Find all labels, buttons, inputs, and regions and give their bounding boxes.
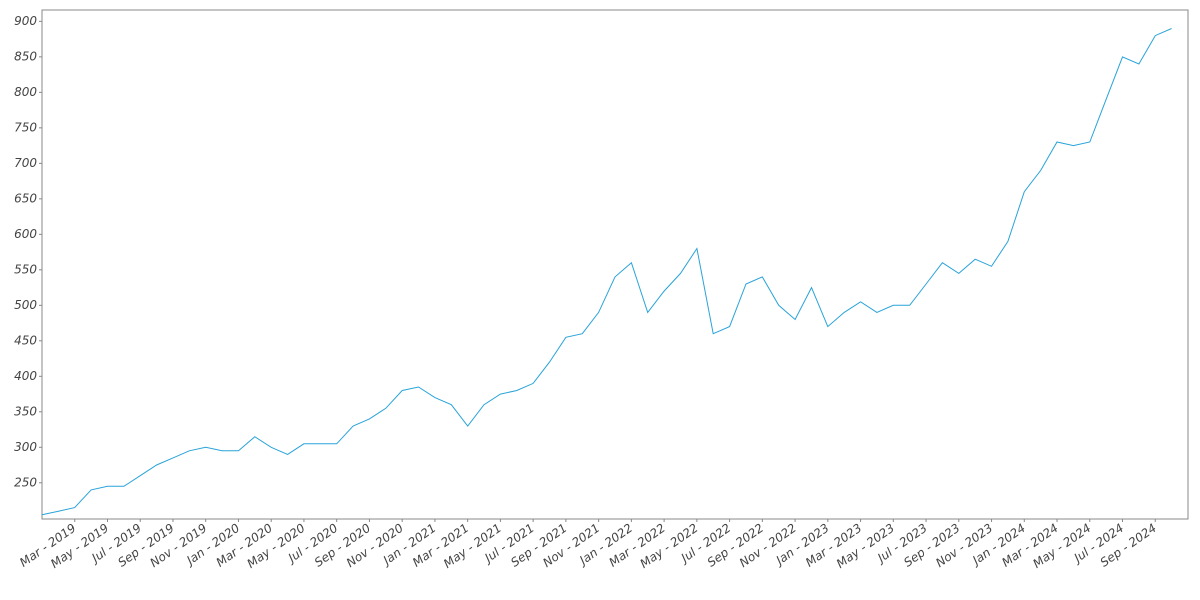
plot-frame bbox=[41, 9, 1189, 520]
y-tick-label: 600 bbox=[14, 227, 37, 241]
y-tick-label: 800 bbox=[14, 85, 37, 99]
y-tick-label: 850 bbox=[14, 49, 37, 63]
y-tick-label: 550 bbox=[14, 262, 37, 276]
y-tick-label: 300 bbox=[14, 440, 37, 454]
y-tick-label: 650 bbox=[14, 191, 37, 205]
data-line bbox=[41, 28, 1172, 516]
y-tick-label: 450 bbox=[14, 333, 37, 347]
y-tick-label: 400 bbox=[14, 369, 37, 383]
y-tick-label: 350 bbox=[14, 404, 37, 418]
y-tick-label: 900 bbox=[14, 14, 37, 28]
y-tick-label: 250 bbox=[14, 475, 37, 489]
y-tick-label: 700 bbox=[14, 156, 37, 170]
y-tick-label: 500 bbox=[14, 298, 37, 312]
y-tick-label: 750 bbox=[14, 120, 37, 134]
